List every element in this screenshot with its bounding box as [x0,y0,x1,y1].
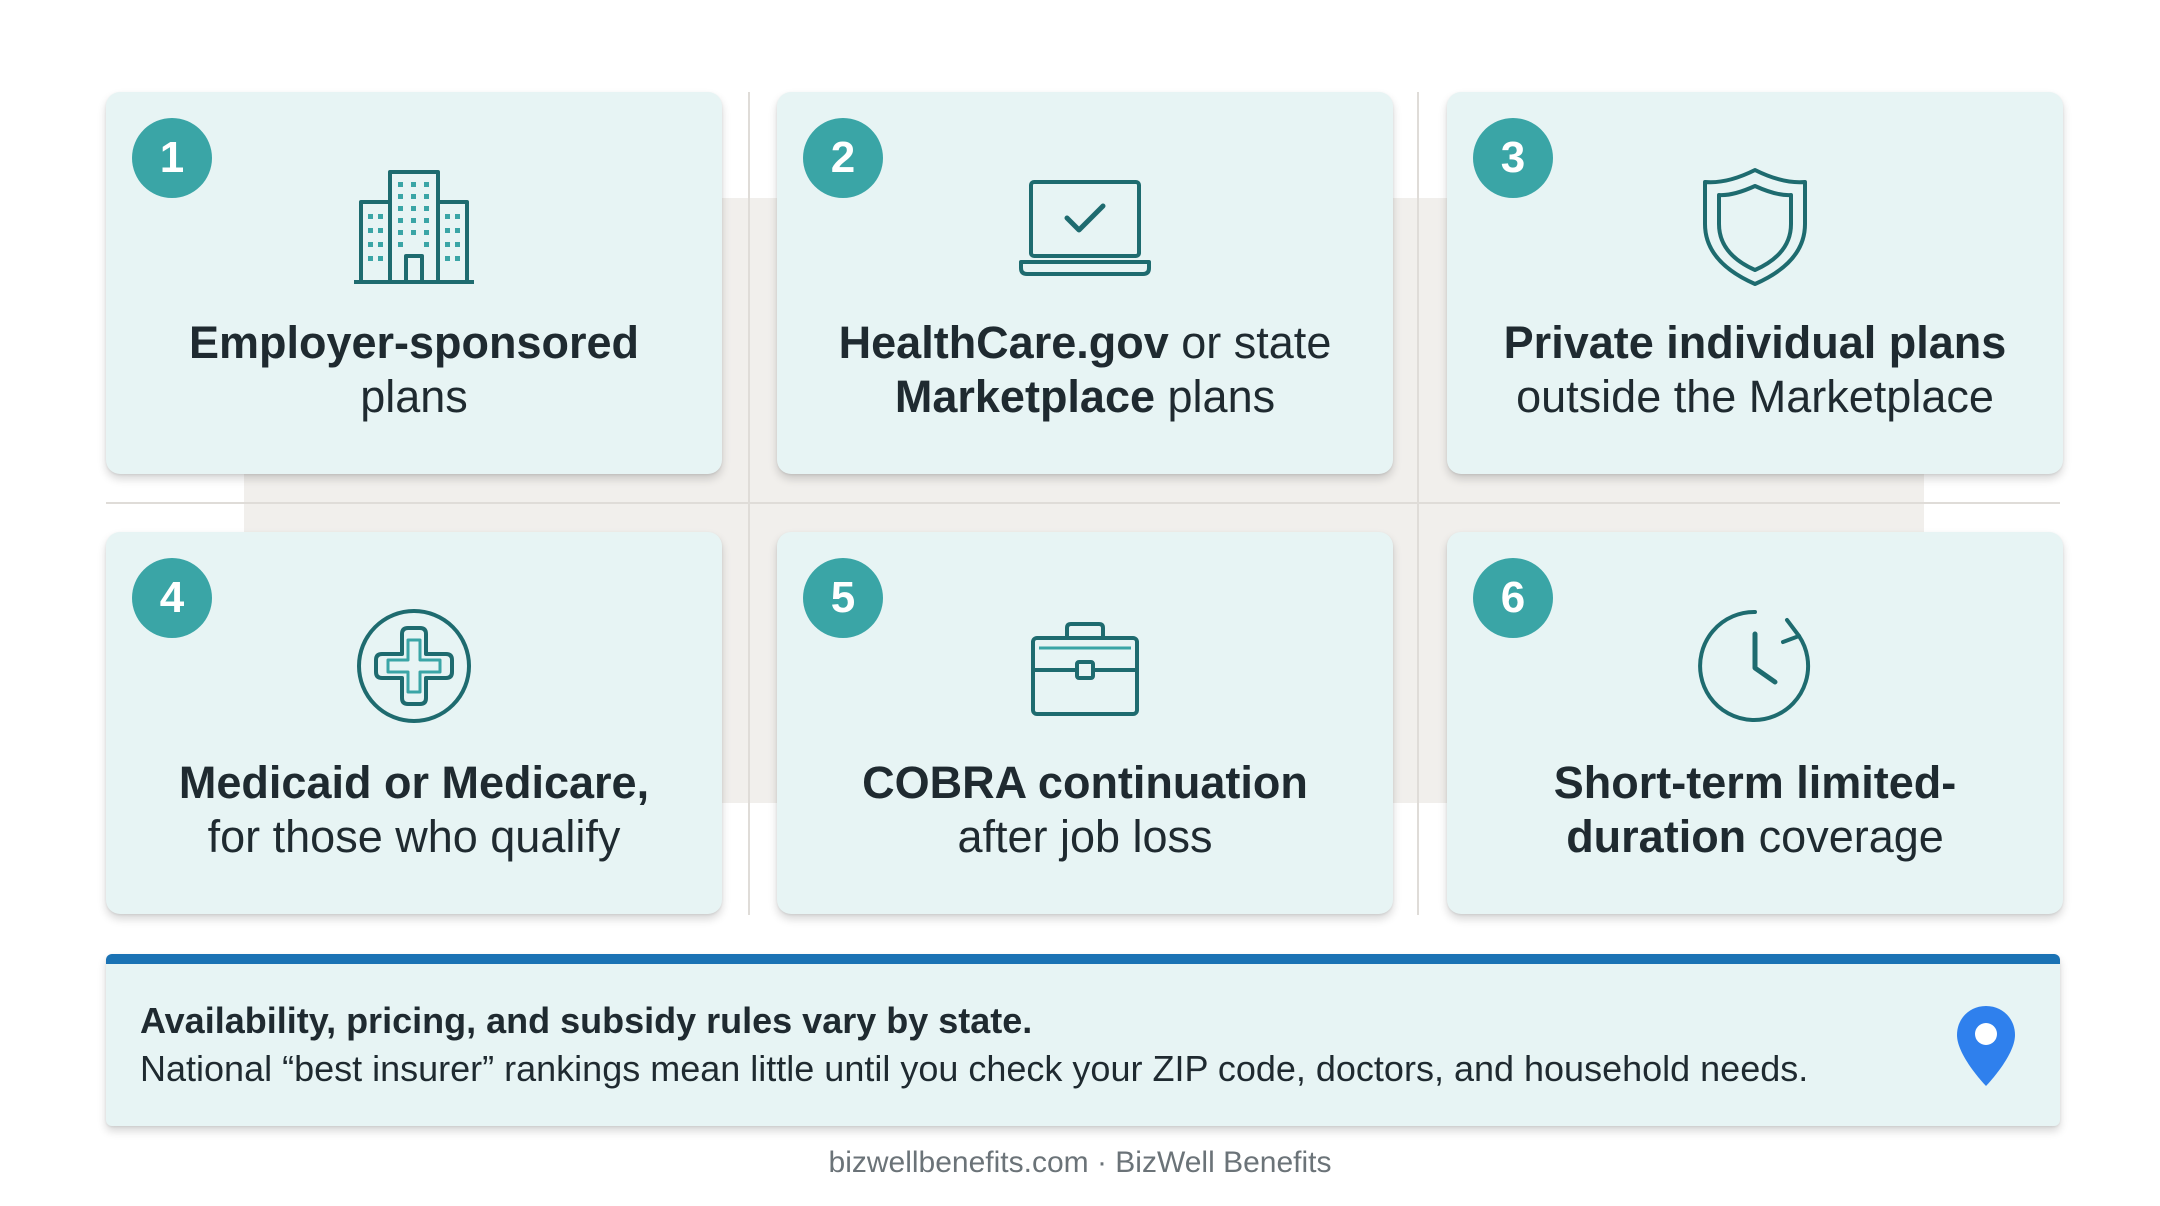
card-label: HealthCare.gov or state Marketplace plan… [787,316,1383,424]
card-label-bold-a: Short-term limited- [1553,757,1957,808]
number-badge: 3 [1473,118,1553,198]
card-label-bold-a: HealthCare.gov [838,317,1169,368]
number-badge: 6 [1473,558,1553,638]
number-badge: 4 [132,558,212,638]
card-label-normal: after job loss [957,811,1213,862]
clock-refresh-icon [1698,609,1811,722]
card-label-bold-b: duration [1566,811,1747,862]
card-label-bold: COBRA continuation [862,757,1308,808]
card-label-bold: Medicaid or Medicare, [178,757,650,808]
card-medicaid-medicare: 4 Medicaid or Medicare, for those who qu… [106,532,722,914]
card-label-bold-b: Marketplace [894,371,1156,422]
note-body: National “best insurer” rankings mean li… [140,1048,1809,1089]
card-label: Employer-sponsored plans [116,316,712,424]
card-marketplace: 2 HealthCare.gov or state Marketplace pl… [777,92,1393,474]
number-badge: 2 [803,118,883,198]
card-private-individual: 3 Private individual plans outside the M… [1447,92,2063,474]
medical-cross-icon [357,609,471,723]
vertical-divider-left [748,92,750,915]
card-short-term: 6 Short-term limited- duration coverage [1447,532,2063,914]
state-rules-note: Availability, pricing, and subsidy rules… [106,954,2060,1126]
card-label-bold: Employer-sponsored [188,317,640,368]
number-badge: 1 [132,118,212,198]
footer-credit: bizwellbenefits.com · BizWell Benefits [828,1146,1332,1179]
shield-icon [1703,168,1807,286]
note-title: Availability, pricing, and subsidy rules… [140,1000,1033,1041]
vertical-divider-right [1417,92,1419,915]
location-pin-icon [1957,1006,2015,1086]
card-label-normal-b: coverage [1746,811,1944,862]
card-label-bold: Private individual plans [1503,317,2007,368]
card-label: Private individual plans outside the Mar… [1457,316,2053,424]
laptop-check-icon [1019,180,1151,276]
card-label: COBRA continuation after job loss [787,756,1383,864]
office-building-icon [354,170,474,284]
card-cobra: 5 COBRA continuation after job loss [777,532,1393,914]
card-employer-sponsored: 1 Employer-sponsored plans [106,92,722,474]
card-label-normal: outside the Marketplace [1516,371,1994,422]
card-label-normal: for those who qualify [207,811,621,862]
briefcase-icon [1031,622,1139,716]
card-label: Short-term limited- duration coverage [1457,756,2053,864]
horizontal-divider [106,502,2060,504]
card-label: Medicaid or Medicare, for those who qual… [116,756,712,864]
number-badge: 5 [803,558,883,638]
card-label-normal-b: plans [1155,371,1276,422]
card-label-normal-a: or state [1168,317,1332,368]
card-label-normal: plans [360,371,468,422]
